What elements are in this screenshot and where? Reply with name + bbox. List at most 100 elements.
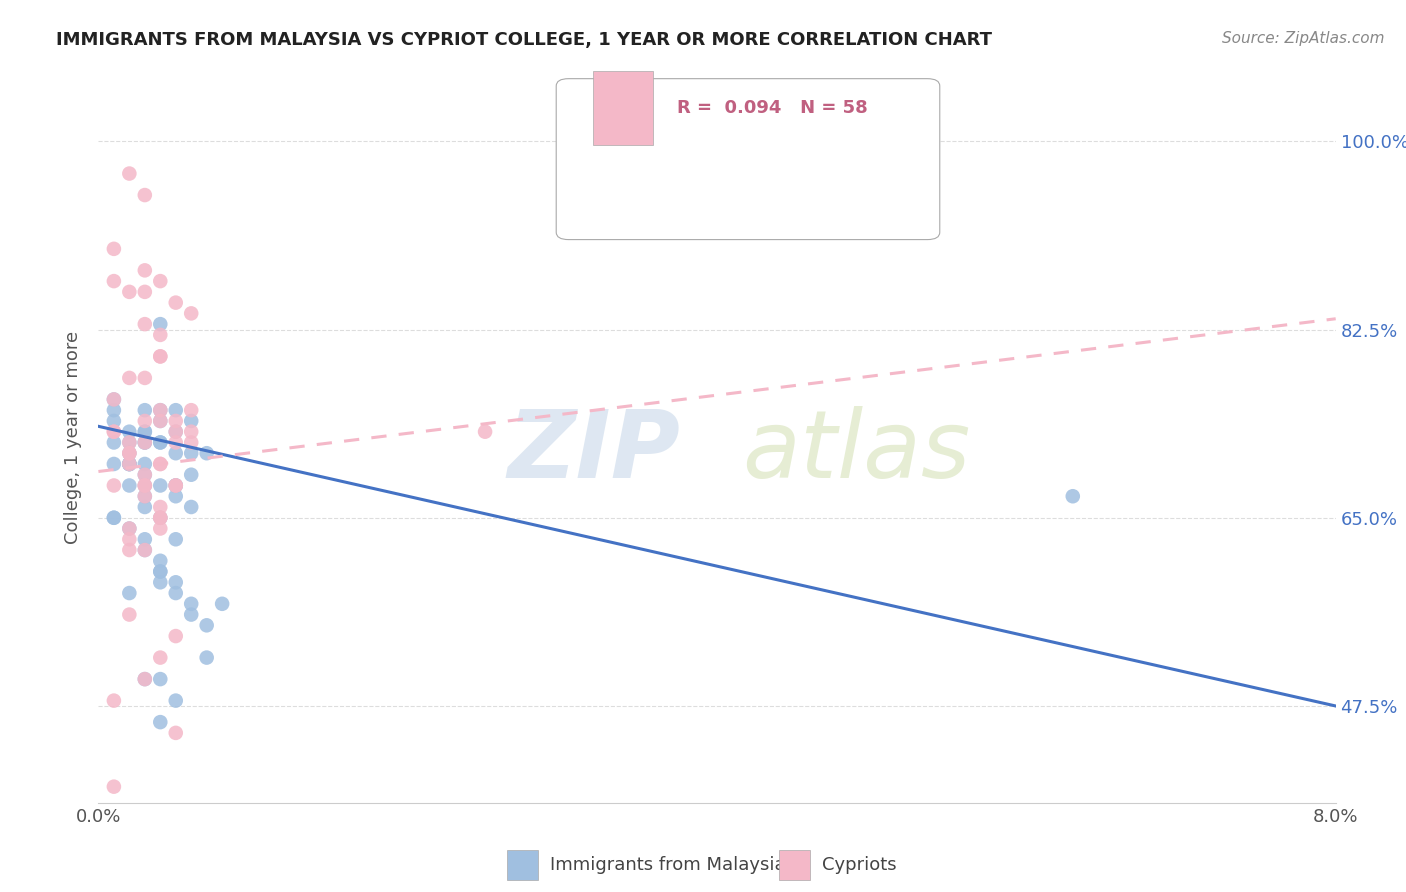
Point xyxy=(118,435,141,450)
Point xyxy=(134,414,156,428)
Point xyxy=(149,650,172,665)
Text: Cypriots: Cypriots xyxy=(823,856,897,874)
Point xyxy=(180,425,202,439)
Point xyxy=(134,489,156,503)
Point xyxy=(134,425,156,439)
Point xyxy=(165,414,187,428)
Point xyxy=(165,726,187,740)
Point xyxy=(103,414,125,428)
Text: ZIP: ZIP xyxy=(508,406,681,498)
Point xyxy=(103,392,125,407)
Point xyxy=(103,403,125,417)
Point xyxy=(165,478,187,492)
Point xyxy=(134,672,156,686)
Point xyxy=(165,629,187,643)
Point xyxy=(118,478,141,492)
Point xyxy=(118,446,141,460)
Point xyxy=(149,414,172,428)
Point xyxy=(118,457,141,471)
Point xyxy=(118,167,141,181)
Point xyxy=(149,457,172,471)
Point xyxy=(103,425,125,439)
Point xyxy=(134,371,156,385)
Point xyxy=(103,693,125,707)
Point xyxy=(180,403,202,417)
Point xyxy=(149,478,172,492)
Point xyxy=(134,263,156,277)
Point xyxy=(180,607,202,622)
Point xyxy=(118,521,141,535)
Point xyxy=(118,371,141,385)
Point xyxy=(149,350,172,364)
Point xyxy=(103,780,125,794)
Point xyxy=(165,489,187,503)
Point xyxy=(118,607,141,622)
Point xyxy=(134,403,156,417)
Point xyxy=(134,478,156,492)
Point xyxy=(118,446,141,460)
Point xyxy=(165,425,187,439)
Point xyxy=(195,618,218,632)
Point xyxy=(103,242,125,256)
Point xyxy=(149,500,172,514)
Point xyxy=(134,543,156,558)
Point xyxy=(149,575,172,590)
Point xyxy=(165,435,187,450)
Point xyxy=(149,317,172,331)
Point xyxy=(103,435,125,450)
Point xyxy=(149,457,172,471)
Point xyxy=(118,533,141,547)
Text: Immigrants from Malaysia: Immigrants from Malaysia xyxy=(550,856,786,874)
Point xyxy=(134,500,156,514)
Point xyxy=(165,403,187,417)
Point xyxy=(149,510,172,524)
Point xyxy=(195,650,218,665)
Point xyxy=(149,403,172,417)
Point xyxy=(149,435,172,450)
Point xyxy=(118,457,141,471)
Point xyxy=(103,425,125,439)
Point xyxy=(134,543,156,558)
Point xyxy=(103,274,125,288)
Point xyxy=(134,285,156,299)
Point xyxy=(165,295,187,310)
Point xyxy=(211,597,233,611)
Point xyxy=(134,457,156,471)
Point xyxy=(134,489,156,503)
Point xyxy=(165,478,187,492)
Point xyxy=(103,392,125,407)
Point xyxy=(165,478,187,492)
Point xyxy=(165,425,187,439)
Point xyxy=(134,435,156,450)
Point xyxy=(118,285,141,299)
Text: R =  0.094   N = 58: R = 0.094 N = 58 xyxy=(678,99,869,117)
Point xyxy=(149,565,172,579)
Point xyxy=(149,403,172,417)
Point xyxy=(103,457,125,471)
Bar xyxy=(593,71,652,145)
Point xyxy=(118,521,141,535)
Point xyxy=(149,565,172,579)
Point xyxy=(165,693,187,707)
Point xyxy=(180,306,202,320)
Point xyxy=(103,510,125,524)
FancyBboxPatch shape xyxy=(557,78,939,240)
Point xyxy=(134,478,156,492)
Point xyxy=(134,435,156,450)
Point xyxy=(165,586,187,600)
Point xyxy=(149,510,172,524)
Point xyxy=(149,672,172,686)
Text: IMMIGRANTS FROM MALAYSIA VS CYPRIOT COLLEGE, 1 YEAR OR MORE CORRELATION CHART: IMMIGRANTS FROM MALAYSIA VS CYPRIOT COLL… xyxy=(56,31,993,49)
Point xyxy=(134,672,156,686)
Point xyxy=(134,478,156,492)
Point xyxy=(134,188,156,202)
Bar xyxy=(779,850,810,880)
Point xyxy=(149,350,172,364)
Point xyxy=(103,510,125,524)
Point xyxy=(180,467,202,482)
Point xyxy=(149,554,172,568)
Point xyxy=(118,446,141,460)
Point xyxy=(180,500,202,514)
Point xyxy=(180,414,202,428)
Point xyxy=(118,586,141,600)
